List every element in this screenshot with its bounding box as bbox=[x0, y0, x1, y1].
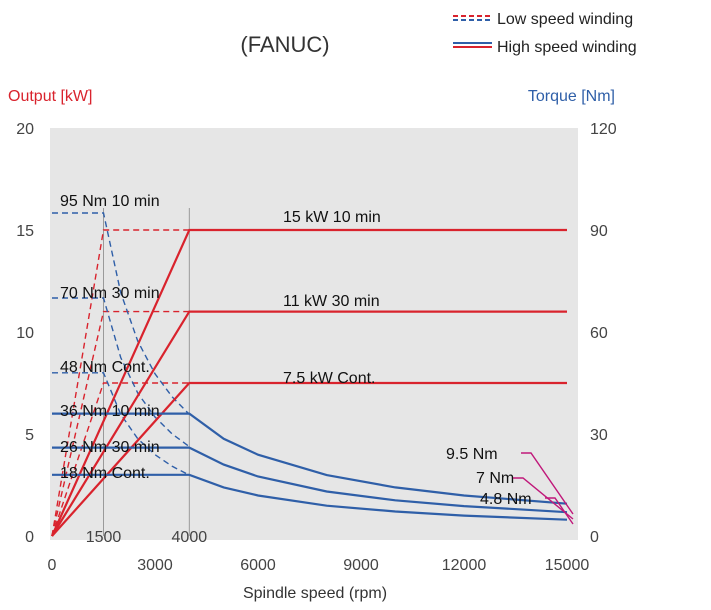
torque-low-speed-line-0 bbox=[52, 212, 190, 415]
annotation-70-nm-30-min: 70 Nm 30 min bbox=[60, 285, 160, 302]
x-tick-label-9000: 9000 bbox=[343, 557, 379, 574]
legend-low-speed-label: Low speed winding bbox=[497, 11, 633, 28]
annotation-7-5-kw-cont-: 7.5 kW Cont. bbox=[283, 370, 375, 387]
output-low-speed-line-1 bbox=[51, 310, 190, 537]
output-high-speed-line-2 bbox=[51, 381, 567, 537]
output-low-speed-line-0 bbox=[51, 229, 190, 537]
x-tick-inner-label-1500: 1500 bbox=[86, 529, 122, 546]
annotation-15-kw-10-min: 15 kW 10 min bbox=[283, 209, 381, 226]
y-left-tick-label-5: 5 bbox=[25, 427, 34, 444]
y-right-tick-label-120: 120 bbox=[590, 121, 617, 138]
legend-high-speed-label: High speed winding bbox=[497, 39, 637, 56]
leader-line-1 bbox=[513, 477, 574, 520]
y-left-tick-label-10: 10 bbox=[16, 325, 34, 342]
x-tick-label-0: 0 bbox=[48, 557, 57, 574]
annotation-95-nm-10-min: 95 Nm 10 min bbox=[60, 193, 160, 210]
legend: Low speed winding High speed winding bbox=[453, 11, 637, 56]
x-tick-label-3000: 3000 bbox=[137, 557, 173, 574]
x-tick-label-15000: 15000 bbox=[545, 557, 590, 574]
chart-title: (FANUC) bbox=[240, 32, 329, 57]
annotation-18-nm-cont-: 18 Nm Cont. bbox=[60, 465, 150, 482]
y-left-tick-label-0: 0 bbox=[25, 529, 34, 546]
x-axis-label: Spindle speed (rpm) bbox=[243, 585, 387, 602]
torque-high-speed-line-1 bbox=[52, 446, 568, 514]
y-axis-right-label: Torque [Nm] bbox=[528, 88, 615, 105]
annotation-36-nm-10-min: 36 Nm 10 min bbox=[60, 403, 160, 420]
y-right-tick-label-60: 60 bbox=[590, 325, 608, 342]
torque-low-speed-line-2 bbox=[52, 372, 190, 476]
output-high-speed-line-0 bbox=[50, 228, 567, 537]
annotation-9-5-nm: 9.5 Nm bbox=[446, 446, 498, 463]
annotation-4-8-nm: 4.8 Nm bbox=[480, 491, 532, 508]
torque-low-speed-line-1 bbox=[52, 297, 190, 448]
x-tick-label-12000: 12000 bbox=[442, 557, 487, 574]
torque-high-speed-line-0 bbox=[52, 412, 568, 505]
y-axis-left-label: Output [kW] bbox=[8, 88, 92, 105]
x-tick-inner-label-4000: 4000 bbox=[172, 529, 208, 546]
y-right-tick-label-30: 30 bbox=[590, 427, 608, 444]
annotation-26-nm-30-min: 26 Nm 30 min bbox=[60, 439, 160, 456]
torque-high-speed-line-2 bbox=[52, 473, 568, 521]
y-right-tick-label-90: 90 bbox=[590, 223, 608, 240]
output-high-speed-line-1 bbox=[51, 310, 567, 537]
output-low-speed-line-2 bbox=[51, 382, 190, 537]
leader-line-2 bbox=[545, 497, 574, 525]
annotation-48-nm-cont-: 48 Nm Cont. bbox=[60, 359, 150, 376]
annotation-7-nm: 7 Nm bbox=[476, 470, 514, 487]
annotation-11-kw-30-min: 11 kW 30 min bbox=[283, 293, 380, 310]
y-left-tick-label-15: 15 bbox=[16, 223, 34, 240]
x-tick-label-6000: 6000 bbox=[240, 557, 276, 574]
y-left-tick-label-20: 20 bbox=[16, 121, 34, 138]
y-right-tick-label-0: 0 bbox=[590, 529, 599, 546]
leader-line-0 bbox=[521, 452, 574, 515]
